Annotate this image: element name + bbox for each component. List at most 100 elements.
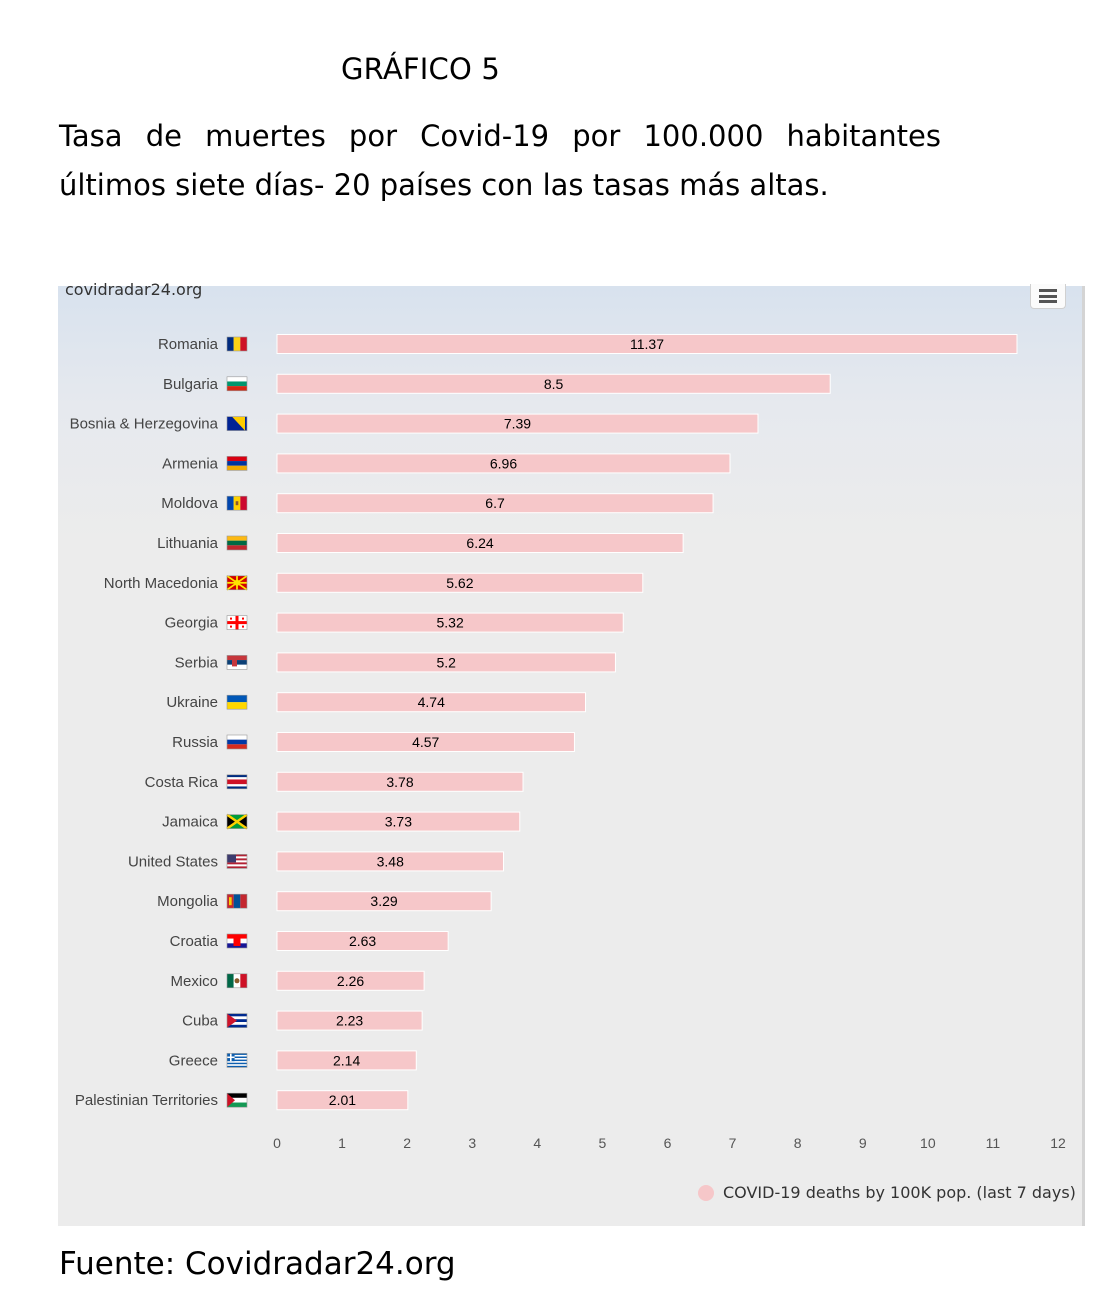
flag-band xyxy=(227,540,247,546)
flag-stripe xyxy=(227,1024,247,1028)
flag-border xyxy=(226,456,248,471)
flag-emblem xyxy=(232,658,237,667)
document-source: Fuente: Covidradar24.org xyxy=(59,1246,456,1282)
bar[interactable] xyxy=(276,732,575,752)
flag-border xyxy=(226,933,248,949)
bar[interactable] xyxy=(276,652,616,673)
flag-stripe xyxy=(227,854,247,857)
flag-band xyxy=(233,894,241,909)
category-label: Lithuania xyxy=(157,535,219,552)
flag-band xyxy=(240,337,247,351)
flag-border xyxy=(226,376,248,392)
bar[interactable] xyxy=(276,533,684,553)
category-label: Croatia xyxy=(170,933,219,950)
flag-triangle xyxy=(237,814,247,829)
category-label: Moldova xyxy=(161,495,218,512)
bar[interactable] xyxy=(276,493,714,514)
flag-border xyxy=(226,336,248,352)
document-title: Tasa de muertes por Covid-19 por 100.000… xyxy=(59,119,941,202)
flag-band xyxy=(240,973,247,988)
flag-border xyxy=(226,416,248,431)
document-heading: GRÁFICO 5 xyxy=(341,52,501,86)
flag-band xyxy=(227,1102,247,1108)
x-tick-label: 8 xyxy=(794,1135,802,1151)
flag-border xyxy=(226,973,248,989)
flag-small-cross xyxy=(242,625,244,628)
flag-canton xyxy=(227,854,236,863)
bar[interactable] xyxy=(276,373,831,394)
data-label: 2.63 xyxy=(349,933,376,949)
bar[interactable] xyxy=(276,692,586,713)
legend-marker xyxy=(698,1184,714,1201)
flag-band xyxy=(227,702,247,710)
site-credit[interactable]: covidradar24.org xyxy=(65,280,203,299)
flag-stripe xyxy=(227,1054,247,1057)
croatia-flag-icon xyxy=(226,933,248,949)
flag-shield xyxy=(233,937,241,946)
bar[interactable] xyxy=(276,1090,409,1111)
data-label: 5.2 xyxy=(436,654,456,670)
bosnia-herzegovina-flag-icon xyxy=(226,416,248,431)
bar[interactable] xyxy=(276,771,524,792)
x-tick-label: 0 xyxy=(273,1135,281,1151)
category-label: Bulgaria xyxy=(163,376,219,393)
united-states-flag-icon xyxy=(226,854,248,869)
x-tick-label: 9 xyxy=(859,1135,867,1151)
flag-small-cross xyxy=(230,625,232,628)
category-label: Romania xyxy=(158,336,219,353)
flag-band xyxy=(227,545,247,550)
category-label: Jamaica xyxy=(162,814,219,831)
category-label: Georgia xyxy=(165,615,219,632)
data-label: 6.24 xyxy=(466,535,493,551)
flag-stripe xyxy=(227,1064,247,1066)
flag-band xyxy=(227,1097,247,1103)
data-label: 5.62 xyxy=(446,575,473,591)
flag-border xyxy=(226,535,248,551)
palestinian-territories-flag-icon xyxy=(226,1092,248,1108)
flag-border xyxy=(226,615,248,630)
flag-triangle xyxy=(232,416,245,431)
flag-border xyxy=(226,854,248,869)
bar[interactable] xyxy=(276,1050,417,1071)
flag-border xyxy=(226,495,248,511)
category-label: North Macedonia xyxy=(104,575,219,592)
flag-border xyxy=(226,814,248,829)
data-label: 4.57 xyxy=(412,734,439,750)
bar[interactable] xyxy=(276,1010,423,1031)
category-label: Mexico xyxy=(170,973,218,990)
bar[interactable] xyxy=(276,851,504,872)
bar[interactable] xyxy=(276,334,1018,354)
legend-item[interactable]: COVID-19 deaths by 100K pop. (last 7 day… xyxy=(698,1183,1076,1202)
x-tick-label: 6 xyxy=(664,1135,672,1151)
flag-border xyxy=(226,893,248,909)
x-tick-label: 5 xyxy=(599,1135,607,1151)
bar[interactable] xyxy=(276,811,521,832)
flag-border xyxy=(226,575,248,591)
bar[interactable] xyxy=(276,413,759,434)
flag-border xyxy=(226,734,248,750)
data-label: 3.29 xyxy=(370,893,397,909)
bar[interactable] xyxy=(276,891,492,912)
russia-flag-icon xyxy=(226,734,248,750)
flag-band xyxy=(227,695,247,703)
category-label: Costa Rica xyxy=(145,774,219,791)
data-label: 7.39 xyxy=(504,416,531,432)
flag-border xyxy=(226,655,248,670)
flag-border xyxy=(226,1013,248,1028)
costa-rica-flag-icon xyxy=(226,774,248,790)
flag-triangle xyxy=(227,1093,235,1108)
mexico-flag-icon xyxy=(226,973,248,989)
x-tick-label: 1 xyxy=(338,1135,346,1151)
flag-band xyxy=(227,337,234,351)
flag-stripe xyxy=(227,1022,247,1025)
bar[interactable] xyxy=(276,970,425,991)
flag-stripe xyxy=(227,1065,247,1068)
flag-band xyxy=(227,934,247,939)
bar[interactable] xyxy=(276,572,644,593)
bar[interactable] xyxy=(276,612,624,633)
flag-band xyxy=(227,456,247,462)
flag-small-cross xyxy=(230,617,232,620)
bar[interactable] xyxy=(276,453,731,474)
bar[interactable] xyxy=(276,931,449,951)
hamburger-menu-icon[interactable] xyxy=(1030,284,1066,309)
